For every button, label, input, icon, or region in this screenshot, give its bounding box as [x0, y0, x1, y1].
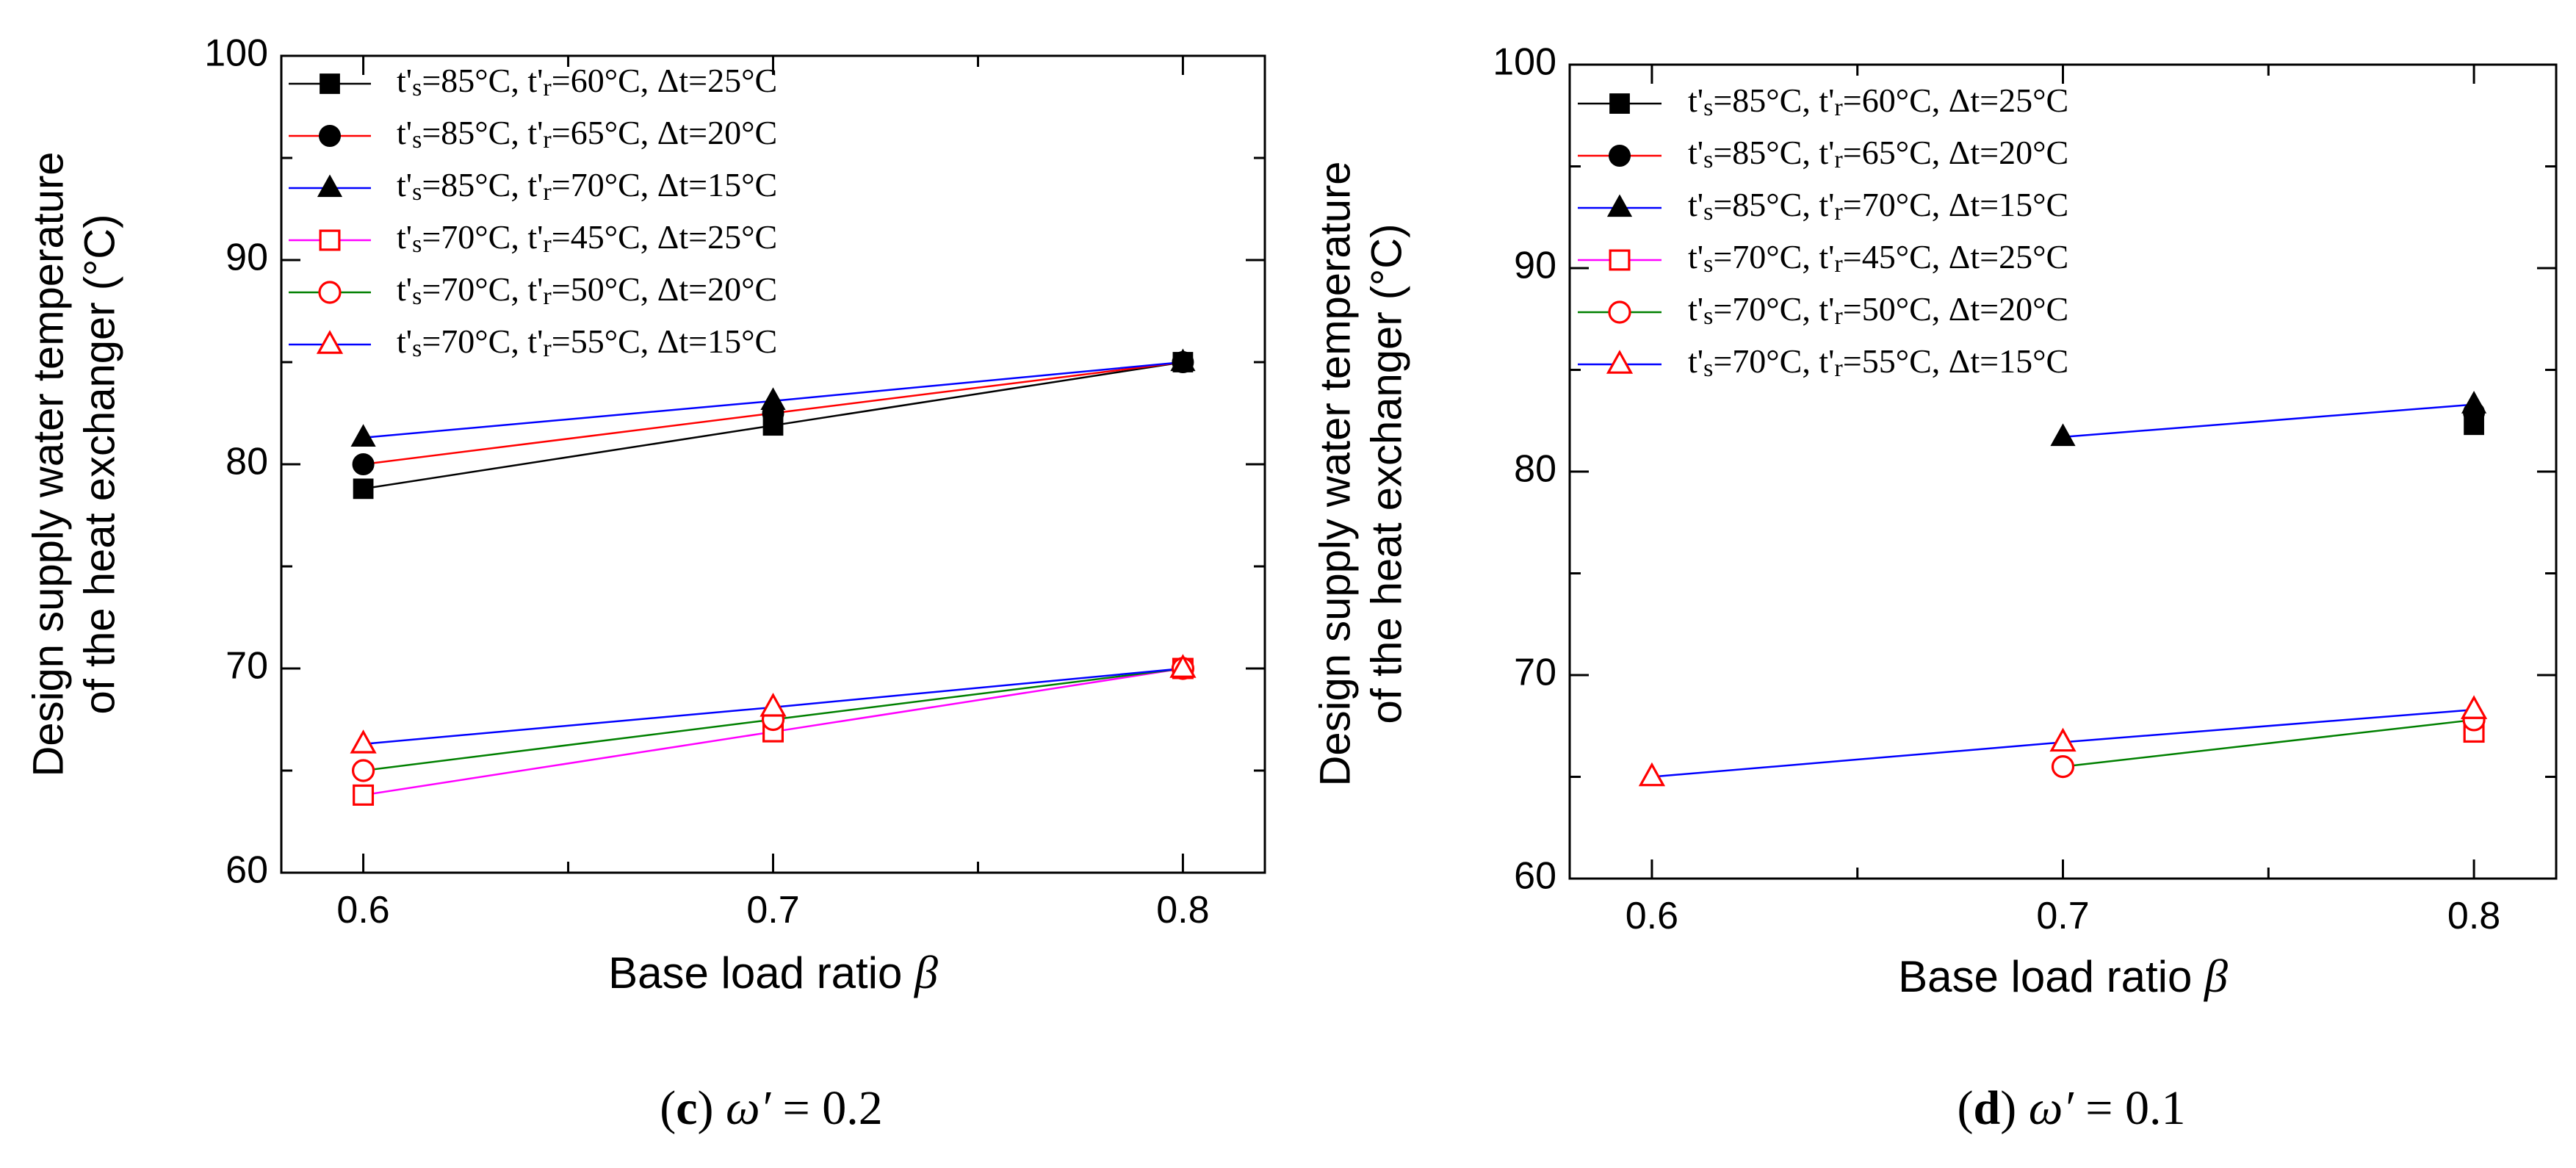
legend-marker — [1606, 194, 1633, 217]
legend-label: t's=85°C, t'r=65°C, Δt=20°C — [397, 114, 777, 154]
legend-label: t's=70°C, t'r=55°C, Δt=15°C — [397, 322, 777, 362]
y-tick-label: 90 — [226, 237, 268, 279]
y-tick-label: 70 — [226, 645, 268, 688]
panel-caption: (d) ω′ = 0.1 — [1958, 1081, 2186, 1135]
legend-label: t's=85°C, t'r=65°C, Δt=20°C — [1688, 134, 2068, 173]
x-tick-label: 0.8 — [1156, 889, 1209, 931]
data-point-s5 — [2051, 755, 2075, 779]
x-tick-label: 0.6 — [1626, 895, 1678, 937]
x-tick-label: 0.6 — [336, 889, 389, 931]
data-point-s2 — [352, 453, 375, 475]
legend-item: t's=85°C, t'r=70°C, Δt=15°C — [289, 166, 777, 206]
legend-marker — [320, 73, 340, 94]
y-axis-label: Design supply water temperature — [24, 151, 72, 776]
legend-label: t's=70°C, t'r=45°C, Δt=25°C — [397, 218, 777, 258]
legend-item: t's=70°C, t'r=45°C, Δt=25°C — [289, 218, 777, 258]
legend-marker — [1606, 350, 1634, 374]
legend-label: t's=70°C, t'r=50°C, Δt=20°C — [397, 270, 777, 310]
chart-panel-d: 60 70 80 90 100 0.6 0.7 0.8 Base load ratio β Des… — [1311, 41, 2558, 1135]
legend-marker — [317, 174, 343, 198]
series-line-5 — [2063, 718, 2475, 768]
legend-label: t's=70°C, t'r=45°C, Δt=25°C — [1688, 238, 2068, 278]
legend-label: t's=70°C, t'r=55°C, Δt=15°C — [1688, 342, 2068, 382]
y-tick-label: 100 — [204, 32, 268, 75]
legend: t's=85°C, t'r=60°C, Δt=25°C t's=85°C, t'r… — [1578, 82, 2068, 382]
legend-marker — [1608, 300, 1631, 324]
legend-item: t's=85°C, t'r=65°C, Δt=20°C — [289, 114, 777, 154]
chart-panel-c: 60 70 80 90 100 0.6 0.7 0.8 Base load ratio β Des… — [24, 32, 1266, 1135]
legend-marker — [319, 125, 341, 147]
data-point-s6 — [2460, 695, 2488, 719]
data-point-s3 — [2461, 391, 2487, 414]
legend-marker — [318, 281, 342, 304]
data-point-s3 — [1170, 348, 1196, 372]
data-point-s3 — [2050, 423, 2076, 447]
legend-item: t's=70°C, t'r=50°C, Δt=20°C — [1578, 290, 2068, 330]
data-point-s6 — [1638, 762, 1666, 787]
x-axis-label: Base load ratio β — [1898, 950, 2228, 1002]
data-point-s1 — [353, 478, 374, 500]
legend-item: t's=70°C, t'r=45°C, Δt=25°C — [1578, 238, 2068, 278]
y-axis-label: of the heat exchanger (°C) — [1363, 224, 1410, 724]
y-axis-label: of the heat exchanger (°C) — [76, 215, 123, 715]
data-point-s4 — [353, 784, 375, 806]
legend-item: t's=70°C, t'r=55°C, Δt=15°C — [289, 322, 777, 362]
legend-label: t's=85°C, t'r=60°C, Δt=25°C — [1688, 82, 2068, 121]
y-tick-label: 80 — [1514, 448, 1556, 491]
x-tick-label: 0.8 — [2447, 895, 2500, 937]
y-axis-label: Design supply water temperature — [1311, 161, 1359, 786]
legend-item: t's=85°C, t'r=70°C, Δt=15°C — [1578, 186, 2068, 226]
data-point-s6 — [760, 693, 787, 717]
legend-item: t's=70°C, t'r=55°C, Δt=15°C — [1578, 342, 2068, 382]
data-point-s6 — [350, 729, 377, 754]
y-tick-label: 80 — [226, 441, 268, 483]
legend-item: t's=85°C, t'r=65°C, Δt=20°C — [1578, 134, 2068, 173]
y-tick-label: 60 — [226, 849, 268, 892]
y-tick-label: 60 — [1514, 855, 1556, 898]
legend-marker — [1609, 145, 1631, 167]
x-tick-label: 0.7 — [2036, 895, 2089, 937]
y-tick-label: 70 — [1514, 652, 1556, 694]
x-axis-label: Base load ratio β — [608, 946, 938, 998]
series-line-3 — [2063, 403, 2475, 439]
x-tick-label: 0.7 — [746, 889, 799, 931]
legend-item: t's=85°C, t'r=60°C, Δt=25°C — [289, 62, 777, 101]
legend-marker — [319, 229, 341, 251]
legend-marker — [316, 330, 344, 354]
panel-caption: (c) ω′ = 0.2 — [660, 1081, 883, 1135]
y-tick-label: 90 — [1514, 245, 1556, 287]
legend-label: t's=85°C, t'r=70°C, Δt=15°C — [1688, 186, 2068, 226]
legend-item: t's=70°C, t'r=50°C, Δt=20°C — [289, 270, 777, 310]
legend: t's=85°C, t'r=60°C, Δt=25°C t's=85°C, t'r… — [289, 62, 777, 362]
data-point-s6 — [1169, 654, 1197, 678]
legend-marker — [1609, 249, 1631, 271]
data-point-s3 — [760, 387, 786, 410]
legend-label: t's=85°C, t'r=70°C, Δt=15°C — [397, 166, 777, 206]
data-point-s6 — [2049, 727, 2077, 752]
y-tick-label: 100 — [1493, 41, 1556, 84]
legend-item: t's=85°C, t'r=60°C, Δt=25°C — [1578, 82, 2068, 121]
data-point-s3 — [350, 424, 376, 447]
data-point-s5 — [351, 759, 375, 782]
legend-label: t's=70°C, t'r=50°C, Δt=20°C — [1688, 290, 2068, 330]
legend-marker — [1609, 93, 1630, 114]
legend-label: t's=85°C, t'r=60°C, Δt=25°C — [397, 62, 777, 101]
